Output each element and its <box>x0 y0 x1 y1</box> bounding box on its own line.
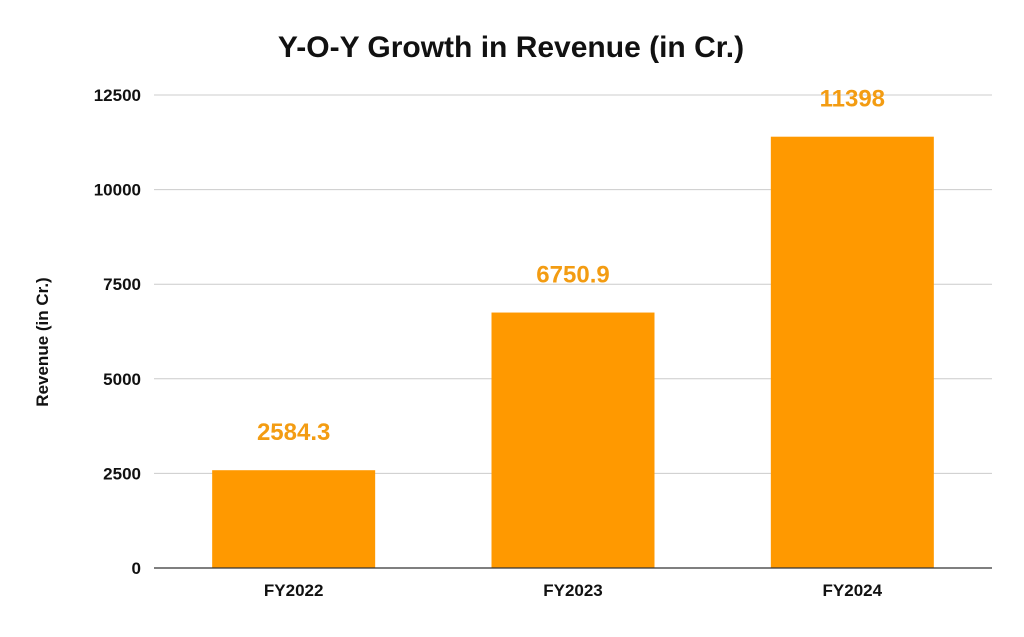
y-tick-label: 7500 <box>103 275 141 294</box>
bar-fy2023 <box>491 312 655 568</box>
data-label: 2584.3 <box>257 419 330 446</box>
x-tick-label: FY2023 <box>543 581 603 600</box>
bar-fy2024 <box>770 136 934 568</box>
y-axis-label: Revenue (in Cr.) <box>33 277 52 406</box>
y-tick-label: 0 <box>132 559 141 578</box>
bar-fy2022 <box>212 470 376 568</box>
data-label: 11398 <box>820 86 885 113</box>
data-labels: 2584.3 6750.9 11398 <box>257 86 885 447</box>
y-tick-label: 10000 <box>94 181 141 200</box>
data-label: 6750.9 <box>536 262 609 289</box>
chart-title: Y-O-Y Growth in Revenue (in Cr.) <box>278 31 744 64</box>
x-axis-ticks: FY2022 FY2023 FY2024 <box>264 581 883 600</box>
y-tick-label: 12500 <box>94 86 141 105</box>
y-tick-label: 2500 <box>103 464 141 483</box>
bars <box>212 136 934 568</box>
y-tick-label: 5000 <box>103 370 141 389</box>
x-tick-label: FY2022 <box>264 581 324 600</box>
y-axis-ticks: 0 2500 5000 7500 10000 12500 <box>94 86 141 578</box>
x-tick-label: FY2024 <box>823 581 883 600</box>
